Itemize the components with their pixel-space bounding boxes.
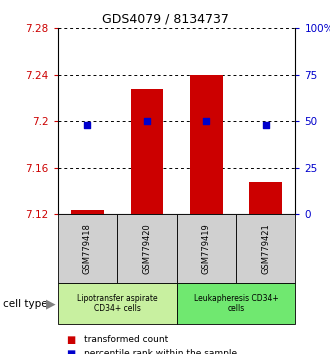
Text: cell type: cell type [3, 298, 48, 309]
Text: Leukapheresis CD34+
cells: Leukapheresis CD34+ cells [194, 294, 278, 313]
Bar [71, 210, 104, 214]
Bar [130, 89, 163, 214]
Point [144, 118, 149, 124]
Point [85, 122, 90, 128]
Bar [249, 182, 282, 214]
Text: percentile rank within the sample: percentile rank within the sample [84, 349, 237, 354]
Text: GSM779419: GSM779419 [202, 223, 211, 274]
Text: ■: ■ [66, 349, 75, 354]
Bar [190, 75, 223, 214]
Text: ▶: ▶ [46, 297, 56, 310]
Text: GSM779421: GSM779421 [261, 223, 270, 274]
Point [263, 122, 268, 128]
Text: GSM779418: GSM779418 [83, 223, 92, 274]
Point [204, 118, 209, 124]
Text: GDS4079 / 8134737: GDS4079 / 8134737 [102, 12, 228, 25]
Text: transformed count: transformed count [84, 335, 168, 344]
Text: GSM779420: GSM779420 [142, 223, 151, 274]
Text: Lipotransfer aspirate
CD34+ cells: Lipotransfer aspirate CD34+ cells [77, 294, 157, 313]
Text: ■: ■ [66, 335, 75, 345]
